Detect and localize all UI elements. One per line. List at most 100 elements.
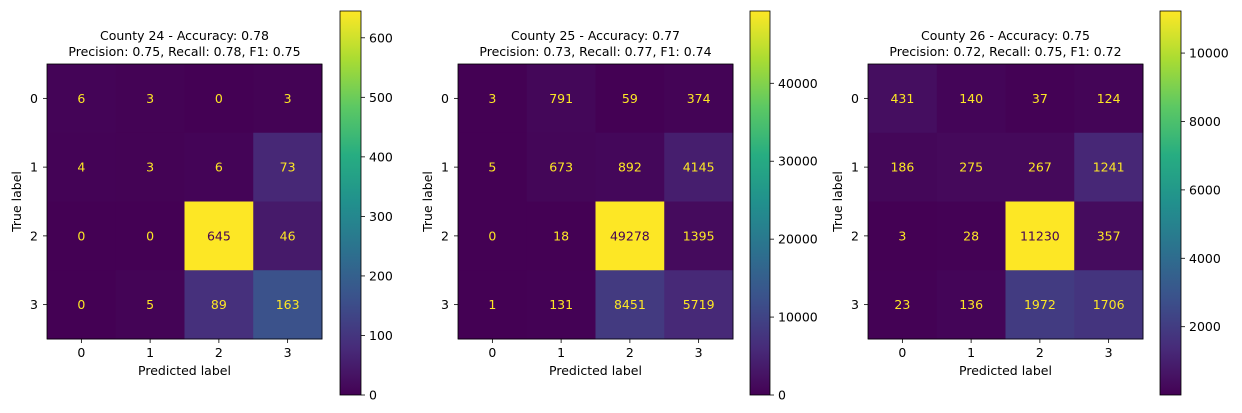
colorbar-tick-label: 4000 (1189, 251, 1221, 266)
colorbar-tick-label: 6000 (1189, 182, 1221, 197)
matrix-cell (664, 64, 734, 134)
x-tick-label: 2 (215, 345, 223, 360)
matrix-cell (595, 132, 665, 202)
matrix-cell (253, 201, 323, 271)
matrix-cell (458, 64, 528, 134)
matrix-cell (47, 270, 117, 340)
matrix-cell (253, 132, 323, 202)
cell-value-label: 28 (963, 228, 979, 243)
matrix-cell (253, 270, 323, 340)
x-axis-label: Predicted label (138, 363, 231, 378)
matrix-cell (664, 270, 734, 340)
matrix-cell (526, 132, 596, 202)
colorbar-tick-label: 600 (369, 30, 393, 45)
cell-value-label: 0 (215, 91, 223, 106)
cell-value-label: 431 (890, 91, 914, 106)
cell-value-label: 46 (280, 228, 296, 243)
matrix-cell (595, 270, 665, 340)
matrix-cell (868, 64, 938, 134)
x-tick-label: 1 (557, 345, 565, 360)
matrix-cell (936, 132, 1006, 202)
colorbar-tick-label: 20000 (778, 232, 818, 247)
cell-value-label: 89 (211, 297, 227, 312)
matrix-cell (115, 201, 185, 271)
colorbar-tick-label: 200 (369, 268, 393, 283)
x-tick-label: 0 (488, 345, 496, 360)
x-axis-label: Predicted label (549, 363, 642, 378)
x-tick-label: 2 (626, 345, 634, 360)
matrix-cell (936, 270, 1006, 340)
cell-value-label: 140 (959, 91, 983, 106)
matrix-cell (458, 201, 528, 271)
colorbar-tick-label: 40000 (778, 76, 818, 91)
cell-value-label: 49278 (610, 228, 650, 243)
cell-value-label: 267 (1028, 160, 1052, 175)
cell-value-label: 1241 (1093, 160, 1125, 175)
cell-value-label: 3 (488, 91, 496, 106)
matrix-cell (526, 64, 596, 134)
y-tick-label: 1 (851, 160, 859, 175)
matrix-cell (458, 132, 528, 202)
matrix-cell (1074, 270, 1144, 340)
cell-value-label: 5719 (683, 297, 715, 312)
panel-title: County 25 - Accuracy: 0.77 (511, 28, 680, 43)
matrix-cell (936, 64, 1006, 134)
cell-value-label: 3 (146, 91, 154, 106)
cell-value-label: 11230 (1020, 228, 1060, 243)
y-axis-label: True label (830, 171, 845, 233)
matrix-cell (595, 64, 665, 134)
cell-value-label: 0 (77, 228, 85, 243)
matrix-cell (184, 132, 254, 202)
matrix-cell (664, 132, 734, 202)
y-tick-label: 0 (441, 91, 449, 106)
cell-value-label: 1 (488, 297, 496, 312)
cell-value-label: 0 (146, 228, 154, 243)
cell-value-label: 673 (549, 160, 573, 175)
y-tick-label: 1 (441, 160, 449, 175)
x-tick-label: 0 (898, 345, 906, 360)
matrix-cell (115, 132, 185, 202)
colorbar-tick-label: 10000 (778, 310, 818, 325)
cell-value-label: 5 (488, 160, 496, 175)
panel-subtitle: Precision: 0.72, Recall: 0.75, F1: 0.72 (889, 44, 1121, 59)
matrix-cell (1005, 132, 1075, 202)
panel-title: County 24 - Accuracy: 0.78 (100, 28, 269, 43)
matrix-cell (47, 64, 117, 134)
colorbar-tick-label: 30000 (778, 154, 818, 169)
cell-value-label: 645 (207, 228, 231, 243)
colorbar-tick-label: 100 (369, 328, 393, 343)
colorbar-tick-label: 0 (778, 388, 786, 403)
colorbar-tick-label: 300 (369, 209, 393, 224)
cell-value-label: 3 (284, 91, 292, 106)
matrix-cell (47, 132, 117, 202)
cell-value-label: 0 (488, 228, 496, 243)
matrix-cell (868, 132, 938, 202)
y-tick-label: 2 (30, 228, 38, 243)
matrix-cell (936, 201, 1006, 271)
colorbar-tick-label: 500 (369, 90, 393, 105)
matrix-cell (184, 64, 254, 134)
matrix-cell (1005, 201, 1075, 271)
y-tick-label: 3 (851, 297, 859, 312)
matrix-cell (664, 201, 734, 271)
cell-value-label: 186 (890, 160, 914, 175)
cell-value-label: 892 (618, 160, 642, 175)
x-tick-label: 0 (77, 345, 85, 360)
cell-value-label: 73 (280, 160, 296, 175)
matrix-cell (868, 270, 938, 340)
cell-value-label: 1972 (1024, 297, 1056, 312)
y-tick-label: 0 (30, 91, 38, 106)
matrix-cell (184, 270, 254, 340)
cell-value-label: 6 (215, 160, 223, 175)
cell-value-label: 59 (622, 91, 638, 106)
x-tick-label: 1 (967, 345, 975, 360)
panel-title: County 26 - Accuracy: 0.75 (921, 28, 1090, 43)
matrix-cell (868, 201, 938, 271)
colorbar (1159, 10, 1182, 396)
cell-value-label: 124 (1097, 91, 1121, 106)
y-tick-label: 2 (851, 228, 859, 243)
matrix-frame (457, 63, 734, 340)
matrix-cell (526, 270, 596, 340)
